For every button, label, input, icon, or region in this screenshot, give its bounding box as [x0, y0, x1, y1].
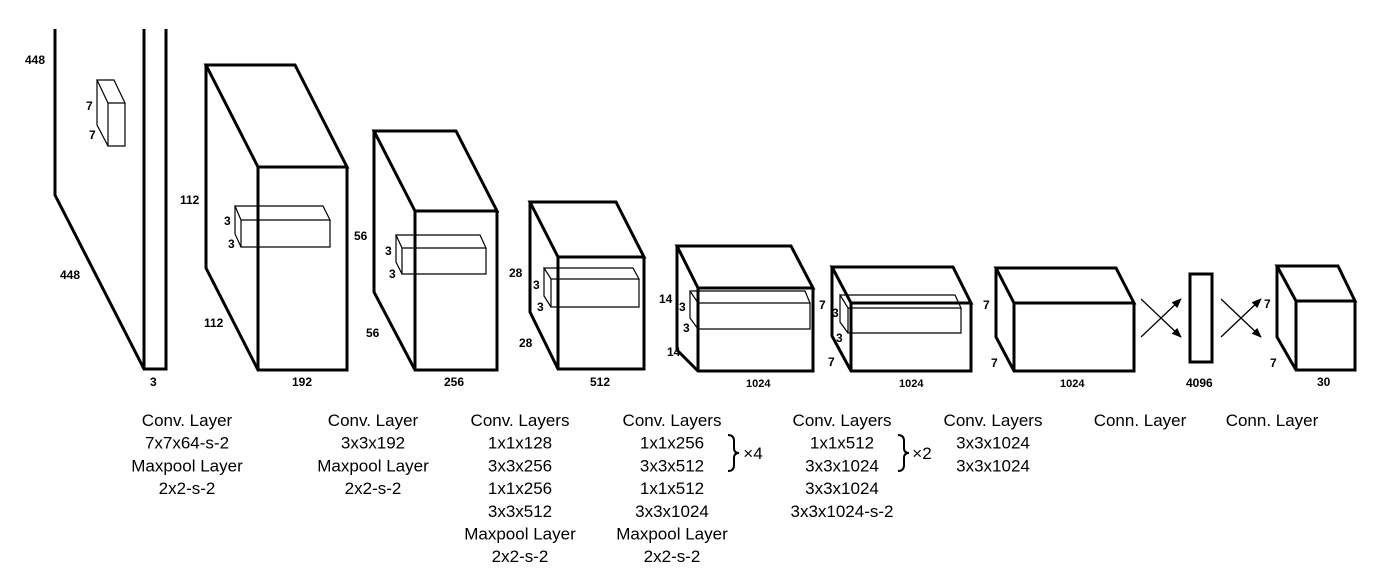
dim-label: 3 [832, 306, 839, 320]
caption-line: 1x1x512 [640, 479, 704, 498]
fully-connected-arrows [1220, 298, 1262, 338]
dim-label: 28 [509, 266, 523, 280]
caption-line: 3x3x1024 [805, 456, 879, 475]
caption-line: 3x3x256 [488, 456, 552, 475]
dim-label: 56 [366, 326, 380, 340]
caption-line: 3x3x1024 [956, 456, 1030, 475]
dim-label: 14 [667, 345, 681, 359]
kernel-7x7 [96, 79, 126, 147]
dim-label: 28 [519, 336, 533, 350]
dim-label: 7 [1270, 356, 1277, 370]
dim-label: 7 [983, 298, 990, 312]
dim-label: 14 [659, 292, 673, 306]
dim-label: 3 [537, 300, 544, 314]
fully-connected-arrows [1140, 298, 1182, 338]
dim-label: 3 [683, 321, 690, 335]
caption-line: 3x3x1024 [956, 434, 1030, 453]
feature-map-7-a [829, 265, 974, 373]
dim-label: 112 [180, 193, 200, 207]
caption-line: 3x3x1024 [805, 479, 879, 498]
dim-label: 256 [444, 375, 464, 389]
dim-label: 1024 [746, 378, 771, 390]
dim-label: 7 [86, 99, 93, 113]
caption-line: Conn. Layer [1094, 411, 1187, 430]
dim-label: 448 [60, 268, 80, 282]
dim-label: 7 [819, 298, 826, 312]
caption-line: Conv. Layers [944, 411, 1043, 430]
caption-line: Conv. Layer [142, 411, 233, 430]
dim-label: 3 [224, 214, 231, 228]
dim-label: 4096 [1186, 376, 1213, 390]
caption-line: 3x3x512 [640, 456, 704, 475]
caption-line: Conv. Layers [793, 411, 892, 430]
caption-line: 1x1x256 [488, 479, 552, 498]
caption-line: 3x3x192 [341, 434, 405, 453]
caption-line: Conv. Layer [328, 411, 419, 430]
dim-label: 3 [533, 278, 540, 292]
dim-label: 7 [89, 128, 96, 142]
dim-label: 112 [204, 316, 224, 330]
dim-label: 56 [354, 229, 368, 243]
caption-line: 1x1x256 [640, 434, 704, 453]
dim-label: 3 [228, 237, 235, 251]
dim-label: 3 [836, 331, 843, 345]
caption-line: Maxpool Layer [616, 525, 728, 544]
repeat-count: ×2 [912, 444, 931, 463]
feature-map-56 [371, 129, 500, 372]
caption-line: 1x1x512 [810, 434, 874, 453]
caption-line: Maxpool Layer [464, 525, 576, 544]
dim-label: 30 [1317, 375, 1331, 389]
caption-line: Maxpool Layer [131, 456, 243, 475]
caption-line: 2x2-s-2 [159, 479, 216, 498]
dim-label: 1024 [899, 378, 924, 390]
caption-line: 3x3x512 [488, 502, 552, 521]
layer-captions: Conv. Layer 7x7x64-s-2 Maxpool Layer 2x2-s-… [131, 411, 1318, 566]
feature-map-14 [674, 244, 816, 373]
output-tensor [1274, 264, 1358, 372]
feature-map-28 [527, 200, 647, 371]
caption-line: 3x3x1024-s-2 [790, 502, 893, 521]
caption-line: 2x2-s-2 [492, 547, 549, 566]
dim-label: 3 [389, 267, 396, 281]
caption-line: Conv. Layers [623, 411, 722, 430]
dim-label: 3 [679, 300, 686, 314]
caption-line: 2x2-s-2 [644, 547, 701, 566]
dim-label: 192 [292, 375, 312, 389]
caption-line: Conn. Layer [1226, 411, 1319, 430]
caption-line: 2x2-s-2 [345, 479, 402, 498]
dim-label: 3 [150, 375, 157, 389]
dim-label: 1024 [1060, 378, 1085, 390]
dim-label: 7 [991, 356, 998, 370]
caption-line: Maxpool Layer [317, 456, 429, 475]
dim-label: 448 [25, 53, 45, 67]
repeat-count: ×4 [743, 444, 762, 463]
feature-map-112 [203, 63, 350, 372]
caption-line: 3x3x1024 [635, 502, 709, 521]
fc-vector-4096 [1188, 272, 1214, 364]
repeat-brace-4: ×4 [727, 434, 763, 472]
dim-label: 7 [828, 355, 835, 369]
input-image-slab [53, 29, 168, 371]
feature-map-7-b [993, 266, 1137, 373]
caption-line: 1x1x128 [488, 434, 552, 453]
dim-label: 512 [590, 375, 610, 389]
caption-line: 7x7x64-s-2 [145, 434, 229, 453]
dim-label: 3 [385, 244, 392, 258]
dim-label: 7 [1264, 297, 1271, 311]
repeat-brace-2: ×2 [897, 434, 932, 472]
caption-line: Conv. Layers [471, 411, 570, 430]
